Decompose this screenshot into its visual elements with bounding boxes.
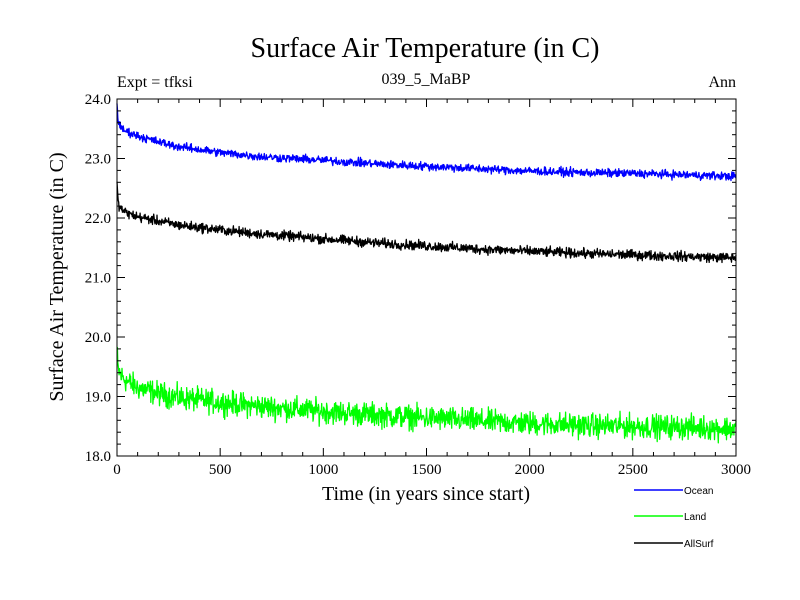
y-tick-label: 24.0 [85,92,111,108]
x-tick-label: 0 [113,462,121,478]
legend: Ocean Land AllSurf [634,486,714,550]
y-tick-label: 23.0 [85,152,111,168]
subtitle-season: Ann [708,74,736,91]
series-line-ocean [116,103,737,182]
x-tick-label: 2000 [515,462,545,478]
tick-labels-layer: 0 500 1000 1500 2000 2500 3000 18.0 19.0 20.0 21.0… [85,92,751,478]
series-line-allsurf [116,181,737,264]
y-axis-label: Surface Air Temperature (in C) [46,152,68,401]
x-tick-label: 1500 [412,462,442,478]
y-tick-label: 20.0 [85,330,111,346]
legend-label-land: Land [684,512,706,523]
series-line-land [116,346,737,444]
y-tick-label: 19.0 [85,390,111,406]
plot-frame [116,98,737,457]
legend-label-ocean: Ocean [684,486,713,497]
y-tick-label: 18.0 [85,449,111,465]
y-tick-label: 21.0 [85,271,111,287]
series-layer [116,103,737,444]
x-tick-label: 1000 [308,462,338,478]
x-axis-label: Time (in years since start) [322,483,530,505]
x-tick-label: 2500 [618,462,648,478]
subtitle-case: 039_5_MaBP [382,71,471,88]
subtitle-experiment: Expt = tfksi [117,74,193,91]
x-tick-label: 500 [209,462,232,478]
chart-title: Surface Air Temperature (in C) [251,33,600,64]
x-tick-label: 3000 [721,462,751,478]
y-tick-label: 22.0 [85,211,111,227]
legend-label-allsurf: AllSurf [684,539,714,550]
